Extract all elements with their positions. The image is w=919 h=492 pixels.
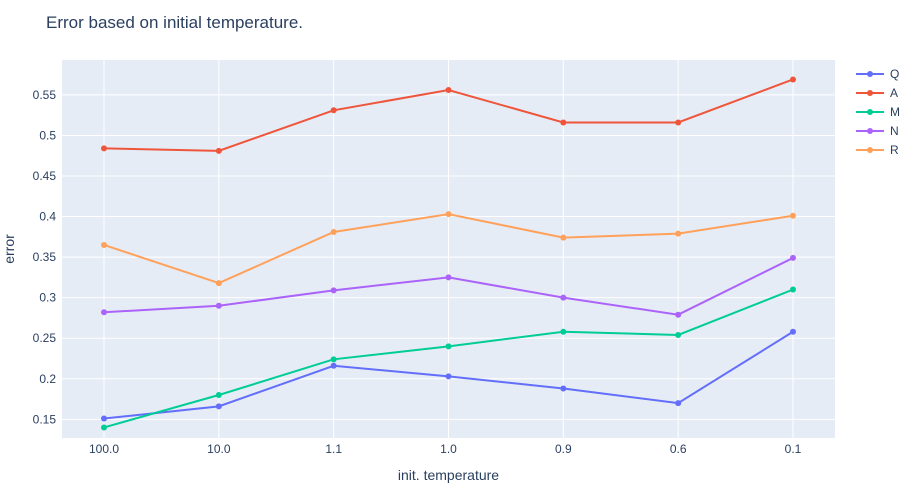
data-point[interactable] bbox=[101, 145, 107, 152]
x-tick-label: 10.0 bbox=[207, 442, 231, 456]
y-tick-label: 0.15 bbox=[33, 412, 57, 426]
axis-ticks: 100.0 10.0 1.1 1.0 0.9 0.6 0.1 0.15 0.2 0.25 0.3 0.… bbox=[33, 88, 802, 456]
data-point[interactable] bbox=[330, 362, 337, 369]
legend-swatch-marker bbox=[867, 147, 873, 153]
data-point[interactable] bbox=[215, 392, 222, 399]
series-M[interactable] bbox=[101, 286, 796, 431]
y-tick-label: 0.35 bbox=[33, 250, 57, 264]
legend-label: N bbox=[890, 124, 899, 138]
legend-item-R[interactable]: R bbox=[856, 143, 899, 157]
data-point[interactable] bbox=[675, 119, 682, 126]
data-point[interactable] bbox=[445, 87, 452, 94]
data-point[interactable] bbox=[675, 331, 682, 338]
series-Q[interactable] bbox=[101, 328, 796, 422]
data-point[interactable] bbox=[330, 287, 337, 294]
data-point[interactable] bbox=[790, 286, 796, 293]
series-R[interactable] bbox=[101, 211, 796, 287]
x-tick-label: 0.9 bbox=[555, 442, 572, 456]
x-tick-label: 0.6 bbox=[670, 442, 687, 456]
legend-item-A[interactable]: A bbox=[856, 86, 898, 100]
data-point[interactable] bbox=[215, 280, 222, 287]
legend-swatch-marker bbox=[867, 128, 873, 134]
legend-swatch-marker bbox=[867, 109, 873, 115]
data-point[interactable] bbox=[445, 343, 452, 350]
y-tick-label: 0.4 bbox=[39, 210, 56, 224]
data-point[interactable] bbox=[560, 119, 567, 126]
y-axis-title: error bbox=[1, 234, 17, 264]
x-tick-label: 0.1 bbox=[785, 442, 802, 456]
chart-title: Error based on initial temperature. bbox=[46, 13, 304, 32]
x-tick-label: 100.0 bbox=[89, 442, 119, 456]
data-point[interactable] bbox=[675, 311, 682, 318]
data-point[interactable] bbox=[101, 415, 107, 422]
legend-label: R bbox=[890, 143, 899, 157]
y-tick-label: 0.45 bbox=[33, 169, 57, 183]
data-point[interactable] bbox=[101, 424, 107, 431]
y-tick-label: 0.3 bbox=[39, 291, 56, 305]
x-tick-label: 1.1 bbox=[325, 442, 342, 456]
legend-label: Q bbox=[890, 67, 899, 81]
x-axis-title: init. temperature bbox=[398, 467, 499, 483]
data-point[interactable] bbox=[560, 385, 567, 392]
data-point[interactable] bbox=[445, 274, 452, 281]
data-point[interactable] bbox=[215, 302, 222, 309]
series-N[interactable] bbox=[101, 254, 796, 318]
x-tick-label: 1.0 bbox=[440, 442, 457, 456]
data-point[interactable] bbox=[215, 147, 222, 154]
legend-item-M[interactable]: M bbox=[856, 105, 900, 119]
legend-label: A bbox=[890, 86, 898, 100]
gridlines bbox=[62, 60, 835, 438]
data-point[interactable] bbox=[675, 400, 682, 407]
data-point[interactable] bbox=[101, 241, 107, 248]
legend-item-N[interactable]: N bbox=[856, 124, 899, 138]
data-point[interactable] bbox=[560, 234, 567, 241]
data-point[interactable] bbox=[790, 76, 796, 83]
data-point[interactable] bbox=[560, 328, 567, 335]
data-point[interactable] bbox=[445, 373, 452, 380]
legend-swatch-marker bbox=[867, 71, 873, 77]
data-point[interactable] bbox=[330, 356, 337, 363]
data-point[interactable] bbox=[790, 328, 796, 335]
y-tick-label: 0.5 bbox=[39, 128, 56, 142]
legend-item-Q[interactable]: Q bbox=[856, 67, 899, 81]
data-point[interactable] bbox=[330, 228, 337, 235]
data-point[interactable] bbox=[560, 294, 567, 301]
legend-label: M bbox=[890, 105, 900, 119]
data-point[interactable] bbox=[790, 254, 796, 261]
data-point[interactable] bbox=[215, 403, 222, 410]
data-point[interactable] bbox=[330, 107, 337, 114]
series-A[interactable] bbox=[101, 76, 796, 154]
data-point[interactable] bbox=[675, 230, 682, 237]
legend-swatch-marker bbox=[867, 90, 873, 96]
data-point[interactable] bbox=[101, 309, 107, 316]
y-tick-label: 0.55 bbox=[33, 88, 57, 102]
y-tick-label: 0.2 bbox=[39, 372, 56, 386]
data-point[interactable] bbox=[790, 212, 796, 219]
y-tick-label: 0.25 bbox=[33, 331, 57, 345]
series-lines[interactable] bbox=[101, 76, 796, 431]
data-point[interactable] bbox=[445, 211, 452, 218]
